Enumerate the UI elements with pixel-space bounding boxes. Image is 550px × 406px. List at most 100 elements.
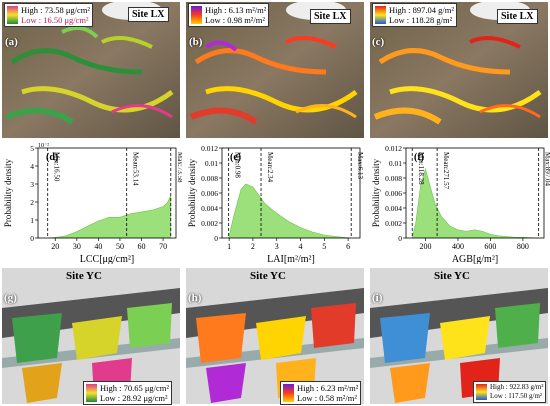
legend-lai-lx: High : 6.13 m²/m² Low : 0.98 m²/m² (188, 3, 270, 27)
legend-high: High : 70.65 μg/cm² (100, 383, 169, 393)
x-tick-label: 200 (419, 242, 431, 251)
x-tick-label: 40 (94, 242, 102, 251)
legend-low: Low : 117.50 g/m² (490, 392, 543, 400)
legend-low: Low : 118.28 g/m² (389, 15, 453, 25)
y-tick-label: 0.004 (385, 204, 402, 213)
y-tick-label: 0 (214, 234, 218, 243)
y-tick-label: 0.006 (385, 189, 402, 198)
y-axis-label: Probability density (3, 158, 13, 227)
stat-label: Min:118.28 (417, 152, 425, 185)
legend-ramp (7, 6, 18, 24)
x-tick-label: 400 (452, 242, 464, 251)
chart-lcc-density: 20 30 40 50 60 70 0 1 2 3 4 5 10⁻² Min:16.50 Mean:53.1… (3, 143, 182, 264)
y-tick-label: 0.008 (201, 174, 218, 183)
x-tick-label: 50 (116, 242, 124, 251)
stat-label: Mean:53.14 (132, 152, 140, 186)
panel-label-b: (b) (189, 36, 203, 48)
x-tick-label: 2 (251, 242, 255, 251)
chart-lai-density: 1 2 3 4 5 6 0 0.002 0.004 0.006 0.008 0.01 0.012 Min:… (187, 144, 364, 264)
y-tick-label: 0.002 (201, 219, 218, 228)
x-tick-label: 3 (275, 242, 279, 251)
site-label-g: Site YC (66, 270, 102, 282)
x-axis-label: LCC[μg/cm²] (80, 254, 134, 264)
site-label-a: Site LX (128, 7, 169, 22)
legend-ramp (476, 384, 487, 400)
density-area (47, 195, 171, 239)
legend-ramp (375, 6, 386, 24)
legend-high: High : 897.04 g/m² (389, 5, 454, 15)
x-tick-label: 600 (484, 242, 496, 251)
y-tick-label: 0.01 (389, 159, 402, 168)
chart-panel-label: (f) (414, 152, 424, 163)
legend-ramp (191, 6, 202, 24)
y-tick-label: 3 (30, 180, 34, 189)
y-tick-label: 0.002 (385, 219, 402, 228)
stat-label: Max:6.13 (356, 152, 364, 180)
y-tick-label: 2 (30, 198, 34, 207)
stat-label: Min:0.98 (234, 152, 242, 178)
panel-label-h: (h) (188, 292, 202, 304)
legend-high: High : 6.23 m²/m² (297, 383, 359, 393)
y-axis-label: Probability density (371, 158, 381, 227)
map-agb-yc (370, 268, 548, 404)
x-axis-label: LAI[m²/m²] (267, 254, 315, 264)
x-tick-label: 60 (138, 242, 146, 251)
y-multiplier: 10⁻² (38, 143, 49, 149)
site-label-c: Site LX (497, 9, 538, 24)
legend-low: Low : 16.50 μg/cm² (21, 15, 89, 25)
stat-label: Min:16.50 (53, 152, 61, 182)
y-tick-label: 0 (398, 234, 402, 243)
x-tick-label: 30 (73, 242, 81, 251)
y-tick-label: 0.01 (205, 159, 218, 168)
panel-label-a: (a) (5, 36, 18, 48)
panel-label-g: (g) (4, 292, 17, 304)
x-axis-label: AGB[g/m²] (452, 254, 498, 264)
y-axis-label: Probability density (187, 158, 197, 227)
legend-ramp (283, 384, 294, 402)
stat-label: Max:73.58 (176, 152, 182, 183)
plot-frame (37, 147, 177, 239)
legend-low: Low : 0.58 m²/m² (297, 393, 357, 403)
density-area (228, 183, 351, 239)
legend-lai-yc: High : 6.23 m²/m² Low : 0.58 m²/m² (280, 381, 362, 405)
legend-lcc-lx: High : 73.58 μg/cm² Low : 16.50 μg/cm² (4, 3, 93, 27)
stat-label: Mean:271.57 (442, 152, 450, 190)
panel-label-i: (i) (372, 292, 383, 304)
y-tick-label: 0.008 (385, 174, 402, 183)
y-tick-label: 0.012 (385, 144, 402, 153)
density-area (411, 167, 539, 239)
chart-panel-label: (e) (230, 152, 241, 163)
x-tick-label: 5 (322, 242, 326, 251)
x-tick-label: 6 (346, 242, 350, 251)
y-tick-label: 0.004 (201, 204, 218, 213)
y-tick-label: 1 (30, 216, 34, 225)
chart-agb-density: 200 400 600 800 0 0.002 0.004 0.006 0.008 0.01 0.0… (371, 144, 550, 264)
legend-high: High : 6.13 m²/m² (205, 5, 267, 15)
x-tick-label: 20 (51, 242, 59, 251)
panel-label-c: (c) (372, 36, 385, 48)
chart-panel-label: (d) (46, 152, 58, 163)
y-tick-label: 0.012 (201, 144, 218, 153)
y-tick-label: 0 (30, 234, 34, 243)
legend-high: High : 922.83 g/m² (490, 383, 544, 391)
legend-high: High : 73.58 μg/cm² (21, 5, 90, 15)
legend-agb-yc: High : 922.83 g/m² Low : 117.50 g/m² (473, 381, 547, 403)
site-label-b: Site LX (310, 9, 351, 24)
legend-low: Low : 28.92 μg/cm² (100, 393, 168, 403)
legend-ramp (86, 384, 97, 402)
legend-lcc-yc: High : 70.65 μg/cm² Low : 28.92 μg/cm² (83, 381, 172, 405)
stat-label: Max:897.04 (544, 152, 550, 187)
site-label-i: Site YC (434, 270, 470, 282)
map-agb-yc-image (370, 268, 548, 404)
x-tick-label: 1 (227, 242, 231, 251)
y-tick-label: 5 (30, 144, 34, 153)
y-tick-label: 0.006 (201, 189, 218, 198)
y-tick-label: 4 (30, 162, 34, 171)
x-tick-label: 70 (159, 242, 167, 251)
legend-agb-lx: High : 897.04 g/m² Low : 118.28 g/m² (372, 3, 457, 27)
site-label-h: Site YC (250, 270, 286, 282)
legend-low: Low : 0.98 m²/m² (205, 15, 265, 25)
stat-label: Mean:2.34 (266, 152, 274, 183)
x-tick-label: 800 (517, 242, 529, 251)
x-tick-label: 4 (299, 242, 303, 251)
